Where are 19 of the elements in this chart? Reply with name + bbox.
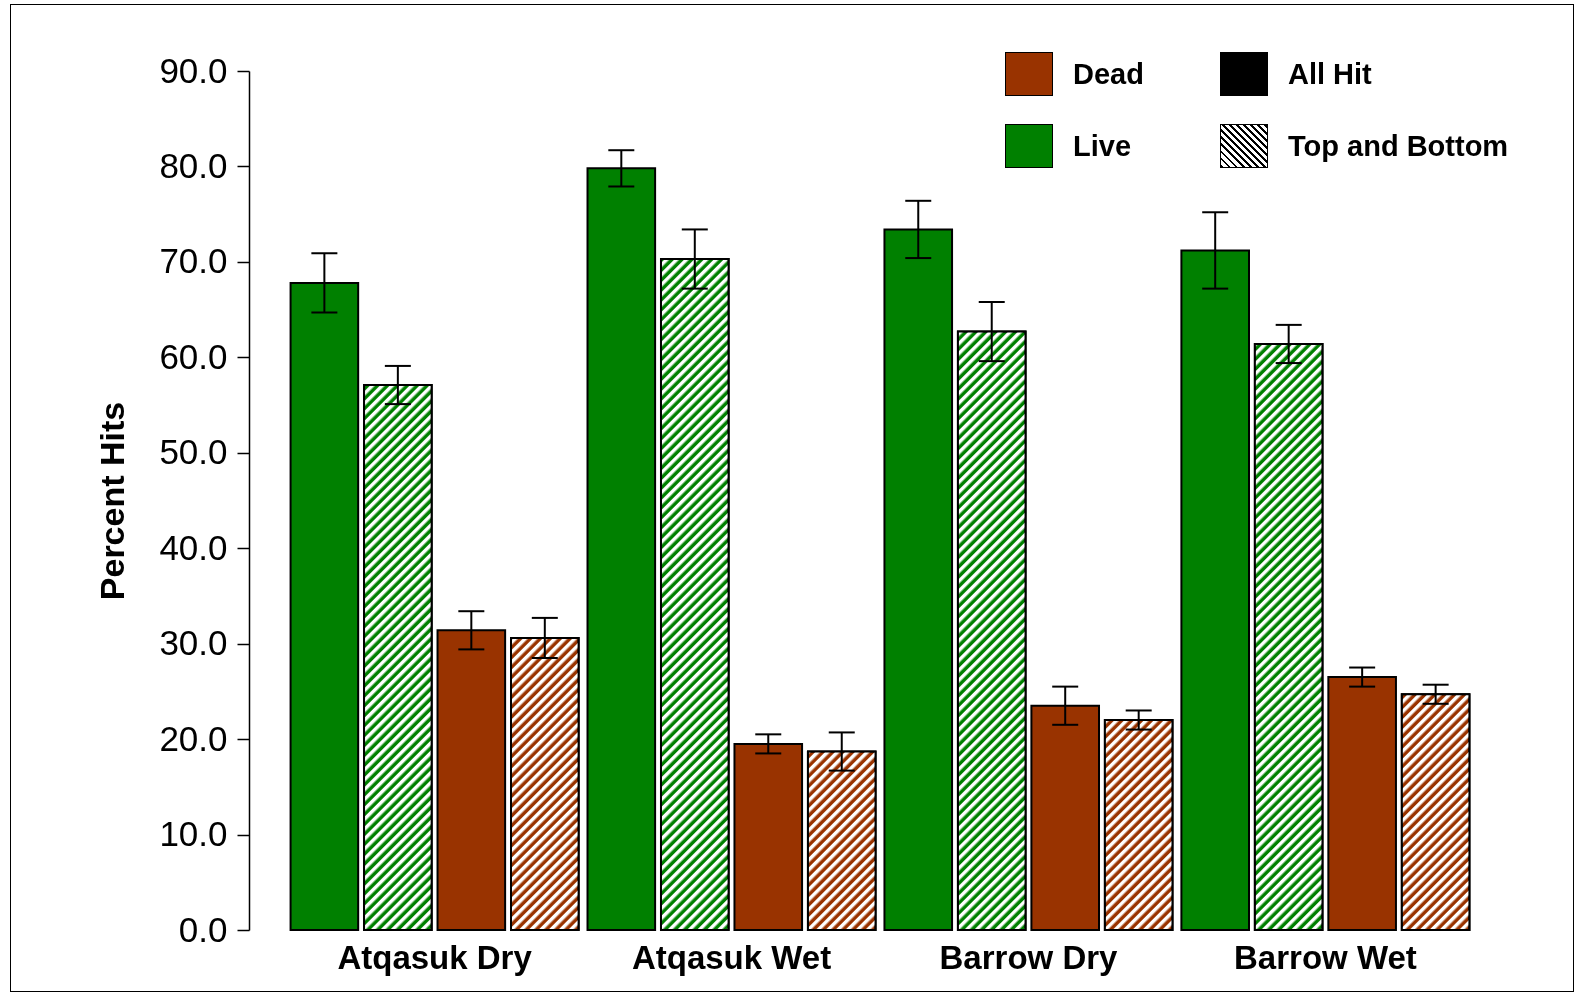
y-tick-label: 70.0	[159, 241, 228, 281]
y-tick-label: 80.0	[159, 145, 228, 185]
y-axis-title: Percent Hits	[93, 401, 132, 601]
annotation: Top and Bottom	[1288, 129, 1509, 163]
x-tick-label: Barrow Wet	[1234, 938, 1417, 976]
y-tick-label: 60.0	[159, 336, 228, 376]
y-tick-label: 30.0	[159, 623, 228, 663]
x-tick-label: Atqasuk Dry	[337, 938, 533, 976]
y-tick-label: 90.0	[159, 50, 228, 90]
annotation: Live	[1073, 129, 1132, 163]
x-tick-label: Barrow Dry	[939, 938, 1119, 976]
annotation: Dead	[1073, 57, 1144, 91]
y-tick-label: 0.0	[178, 909, 228, 949]
y-tick-label: 10.0	[159, 814, 228, 854]
y-tick-label: 40.0	[159, 527, 228, 567]
annotation: All Hit	[1288, 57, 1372, 91]
x-tick-label: Atqasuk Wet	[631, 938, 832, 976]
y-tick-label: 50.0	[159, 432, 228, 472]
y-tick-label: 20.0	[159, 718, 228, 758]
